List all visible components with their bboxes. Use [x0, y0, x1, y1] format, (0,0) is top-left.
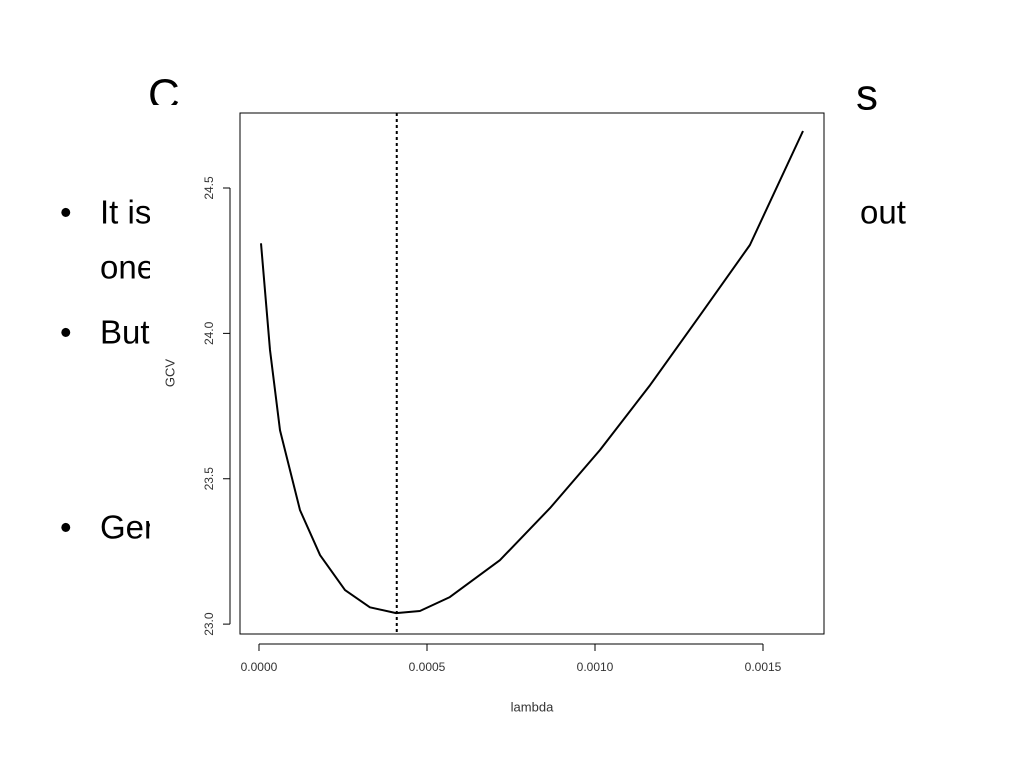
x-tick-label: 0.0010: [577, 660, 614, 674]
gcv-curve: [260, 130, 804, 615]
bullet-dot: •: [60, 509, 72, 546]
y-axis-label: GCV: [162, 359, 177, 388]
bullet-text: But: [100, 314, 150, 351]
x-tick-label: 0.0000: [241, 660, 278, 674]
bullet-text: out: [860, 194, 906, 231]
bullet-dot: •: [60, 314, 72, 351]
y-tick-label: 24.0: [202, 321, 216, 345]
y-tick-label: 23.5: [202, 467, 216, 491]
x-tick-label: 0.0005: [409, 660, 446, 674]
x-tick-label: 0.0015: [745, 660, 782, 674]
y-tick-label: 23.0: [202, 612, 216, 636]
plot-background: [150, 105, 840, 735]
slide-title-fragment: s: [856, 71, 878, 120]
plot-frame: [239, 112, 825, 635]
bullet-text: Ger: [100, 509, 155, 546]
bullet-text: It is: [100, 194, 151, 231]
x-axis-label: lambda: [511, 699, 554, 714]
bullet-text: one: [100, 249, 155, 286]
bullet-dot: •: [60, 194, 72, 231]
y-tick-label: 24.5: [202, 176, 216, 200]
